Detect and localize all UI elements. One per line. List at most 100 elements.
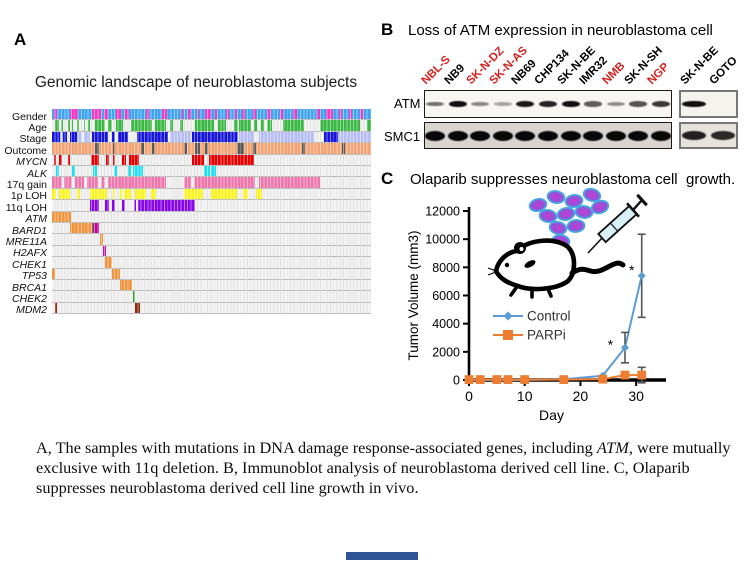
oncoprint-segment	[243, 188, 249, 200]
panel-b-label: B	[381, 20, 394, 39]
atm-band	[681, 100, 706, 108]
oncoprint-segment	[341, 143, 346, 154]
oncoprint-segment	[111, 268, 121, 279]
oncoprint-segment	[132, 291, 135, 302]
data-point-square	[520, 375, 530, 384]
oncoprint-segment	[193, 177, 255, 188]
tumor-cell-nucleus	[545, 213, 551, 219]
oncoprint-segment	[64, 177, 72, 188]
oncoprint-segment	[76, 120, 80, 131]
oncoprint-segment	[93, 223, 99, 234]
oncoprint-segment	[112, 143, 115, 154]
oncoprint-segment	[196, 109, 200, 120]
oncoprint-segment	[138, 200, 195, 211]
oncoprint-segment	[253, 109, 256, 120]
oncoprint-segment	[259, 177, 320, 188]
smc1-band	[628, 130, 649, 141]
oncoprint-segment	[131, 120, 152, 131]
data-point-square	[503, 375, 513, 384]
oncoprint-row-chek1	[52, 257, 371, 269]
oncoprint-row-mdm2	[52, 302, 371, 315]
significance-asterisk: *	[629, 262, 635, 278]
smc1-band	[492, 130, 513, 141]
x-tick-label: 0	[465, 388, 473, 404]
oncoprint-segment	[151, 143, 156, 154]
oncoprint-segment	[210, 188, 238, 200]
oncoprint-segment	[234, 109, 238, 120]
oncoprint-segment	[76, 131, 82, 143]
tumor-cell-nucleus	[563, 211, 569, 217]
oncoprint-row-gender	[52, 109, 371, 121]
oncoprint-segment	[210, 166, 217, 177]
smc1-band	[515, 130, 536, 141]
data-point-square	[492, 375, 502, 384]
atm-band	[426, 101, 445, 107]
y-tick-label: 2000	[432, 345, 460, 359]
oncoprint-row-label: ALK	[27, 167, 47, 180]
oncoprint-segment	[120, 280, 132, 291]
oncoprint-segment	[124, 188, 132, 200]
atm-band	[516, 100, 535, 108]
oncoprint-row-label: MRE11A	[5, 235, 47, 248]
oncoprint-segment	[115, 109, 121, 120]
oncoprint-segment	[52, 188, 56, 200]
oncoprint-segment	[141, 143, 145, 154]
oncoprint-segment	[59, 154, 63, 165]
oncoprint-segment	[63, 131, 67, 143]
figure-caption: A, The samples with mutations in DNA dam…	[36, 438, 734, 498]
oncoprint-segment	[55, 166, 59, 177]
smc1-band	[470, 130, 491, 141]
oncoprint-segment	[188, 109, 192, 120]
oncoprint-segment	[302, 143, 306, 154]
oncoprint-segment	[91, 109, 102, 120]
oncoprint-segment	[103, 109, 108, 120]
oncoprint-segment	[237, 143, 245, 154]
oncoprint-segment	[134, 200, 136, 211]
legend-label-control: Control	[527, 309, 571, 324]
oncoprint-segment	[95, 143, 99, 154]
oncoprint-segment	[134, 188, 147, 200]
data-point-diamond	[503, 311, 513, 321]
oncoprint-segment	[105, 257, 112, 268]
y-axis-title: Tumor Volume (mm3)	[406, 230, 421, 360]
panel-a-label: A	[14, 30, 27, 49]
atm-band	[561, 100, 580, 108]
oncoprint-segment	[226, 109, 229, 120]
oncoprint-row-bard1	[52, 223, 371, 235]
oncoprint-segment	[76, 188, 81, 200]
oncoprint-row-atm	[52, 211, 371, 223]
oncoprint-segment	[339, 109, 343, 120]
tumor-volume-chart: 0 2000 4000 6000 8000 10000 12000 0 10 20 30 Day Tum…	[406, 205, 666, 423]
oncoprint-segment	[105, 200, 110, 211]
caption-text-2: , were mutually exclusive with 11q delet…	[36, 438, 731, 498]
oncoprint-row-11q-loh	[52, 200, 371, 212]
oncoprint-segment	[209, 154, 255, 165]
oncoprint-segment	[101, 177, 105, 188]
panel-b-title: Loss of ATM expression in neuroblastoma …	[408, 22, 713, 39]
x-tick-label: 10	[517, 388, 533, 404]
significance-asterisk: *	[608, 337, 614, 353]
oncoprint-row-label: BRCA1	[11, 281, 47, 294]
oncoprint-row-label: 1p LOH	[10, 190, 47, 203]
oncoprint-segment	[71, 166, 76, 177]
data-point-square	[598, 374, 608, 384]
oncoprint-segment	[119, 188, 123, 200]
oncoprint-segment	[54, 302, 57, 314]
oncoprint-row-label: MYCN	[16, 156, 47, 169]
oncoprint-row-label: TP53	[21, 270, 47, 283]
oncoprint-row-label: H2AFX	[13, 247, 47, 260]
oncoprint-segment	[105, 154, 110, 165]
oncoprint-segment	[255, 188, 262, 200]
oncoprint-segment	[283, 120, 304, 131]
oncoprint-segment	[266, 109, 272, 120]
oncoprint-segment	[99, 234, 104, 245]
oncoprint-row-label: ATM	[25, 213, 47, 226]
oncoprint-segment	[128, 166, 132, 177]
oncoprint-segment	[70, 223, 92, 234]
oncoprint-segment	[323, 131, 339, 143]
oncoprint-segment	[108, 120, 112, 131]
oncoprint-segment	[95, 120, 105, 131]
oncoprint-segment	[192, 131, 239, 143]
data-point-square	[464, 375, 474, 384]
data-point-square	[637, 370, 647, 380]
